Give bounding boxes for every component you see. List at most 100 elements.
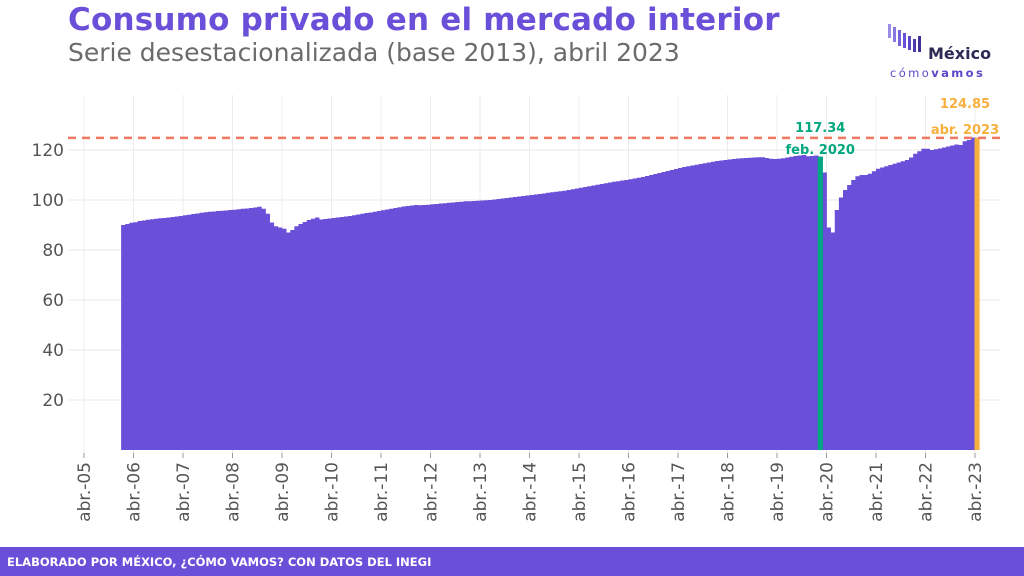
data-bar <box>917 151 922 450</box>
data-bar <box>422 205 427 450</box>
data-bar <box>814 155 819 450</box>
annotation-value: 124.85 <box>940 97 990 112</box>
data-bar <box>339 217 345 450</box>
data-bar <box>409 205 415 450</box>
chart-annotations: 117.34 feb. 2020 124.85 abr. 2023 <box>786 97 1000 158</box>
data-bar <box>715 161 720 450</box>
highlight-bar <box>817 156 823 450</box>
y-tick-label: 80 <box>42 241 64 261</box>
data-bar <box>220 210 225 450</box>
data-bar <box>323 219 328 450</box>
data-bar <box>500 198 506 450</box>
data-bar <box>224 210 229 450</box>
data-bar <box>360 213 365 450</box>
data-bar <box>471 201 477 450</box>
data-bar <box>752 157 757 450</box>
data-bar <box>187 214 192 450</box>
data-bar <box>343 216 349 450</box>
x-tick-label: abr.-10 <box>323 462 343 522</box>
data-bar <box>665 171 671 450</box>
data-bar <box>199 212 204 450</box>
data-bar <box>253 207 258 450</box>
data-bar <box>294 226 299 450</box>
x-tick-label: abr.-05 <box>75 462 95 522</box>
data-bar <box>838 197 844 450</box>
data-bar <box>508 197 514 450</box>
data-bar <box>203 212 209 450</box>
data-bar <box>352 215 357 450</box>
data-bar <box>211 211 217 450</box>
data-bar <box>286 232 291 450</box>
data-bar <box>290 230 295 450</box>
data-bar <box>257 206 262 450</box>
data-bar <box>145 219 151 450</box>
data-bar <box>735 158 741 450</box>
data-bar <box>587 186 592 450</box>
data-bar <box>447 202 452 450</box>
y-tick-label: 40 <box>42 341 64 361</box>
data-bar <box>236 209 242 450</box>
data-bar <box>579 187 584 450</box>
data-bar <box>719 160 724 450</box>
data-bar <box>302 222 308 450</box>
y-tick-label: 60 <box>42 291 64 311</box>
data-bar <box>896 162 902 450</box>
data-bar <box>162 218 167 450</box>
mexico-como-vamos-logo: México cómovamos <box>888 22 1008 84</box>
data-bar <box>830 232 836 450</box>
data-bar <box>133 222 138 450</box>
data-bar <box>414 205 419 450</box>
data-bar <box>393 208 398 450</box>
footer-bar: ELABORADO POR MÉXICO, ¿CÓMO VAMOS? CON D… <box>0 547 1024 576</box>
data-bar <box>216 211 221 450</box>
data-bar <box>348 216 353 450</box>
data-bar <box>855 176 860 450</box>
data-bar <box>277 227 283 450</box>
data-bar <box>636 177 642 450</box>
data-bar <box>496 199 501 450</box>
data-bar <box>954 144 959 450</box>
x-tick-label: abr.-12 <box>422 462 442 522</box>
data-bar <box>669 170 675 450</box>
data-bar <box>863 175 869 450</box>
data-bar <box>397 207 402 450</box>
data-bar <box>793 156 798 450</box>
data-bar <box>760 157 765 450</box>
data-bar <box>834 210 840 450</box>
data-bar <box>950 145 955 450</box>
data-bar <box>888 165 893 450</box>
data-bar <box>624 180 629 450</box>
data-bar <box>261 208 266 450</box>
data-bar <box>616 181 621 450</box>
data-bar <box>805 156 811 450</box>
data-bar <box>381 210 386 450</box>
data-bar <box>125 224 130 450</box>
data-bar <box>331 218 336 450</box>
data-bar <box>847 185 852 450</box>
data-bar <box>475 200 481 450</box>
data-bar <box>607 182 613 450</box>
x-tick-label: abr.-14 <box>521 462 541 522</box>
data-bar <box>678 168 683 450</box>
data-bar <box>467 201 473 450</box>
data-bar <box>851 180 856 450</box>
data-bar <box>562 190 567 450</box>
chart-subtitle: Serie desestacionalizada (base 2013), ab… <box>68 38 680 67</box>
data-bar <box>426 204 431 450</box>
x-tick-label: abr.-20 <box>818 462 838 522</box>
data-bar <box>673 169 679 450</box>
data-bar <box>694 164 699 450</box>
data-bar <box>653 174 658 450</box>
data-bar <box>756 157 761 450</box>
data-bar <box>170 217 176 450</box>
data-bar <box>942 147 947 450</box>
data-bar <box>632 178 638 450</box>
data-bar <box>459 201 464 450</box>
x-tick-label: abr.-09 <box>273 462 293 522</box>
data-bar <box>723 160 728 450</box>
data-bar <box>463 201 468 450</box>
data-bar <box>880 167 885 450</box>
data-bar <box>777 158 782 450</box>
data-bar <box>141 220 147 450</box>
data-bar <box>154 218 159 450</box>
